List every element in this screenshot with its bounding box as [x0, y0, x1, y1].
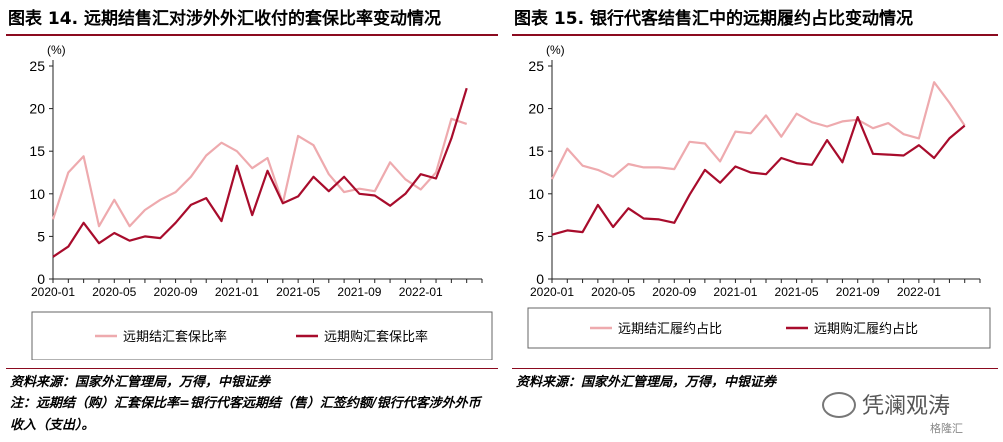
chart-2-y-tick-label: 20 [528, 101, 544, 117]
chart-1-x-tick-label: 2020-01 [31, 285, 75, 299]
chart-1-x-tick-label: 2021-09 [337, 285, 381, 299]
chart-1-y-tick-label: 15 [29, 143, 45, 159]
chart-1-x-tick-label: 2021-01 [215, 285, 259, 299]
watermark-text: 凭澜观涛 [862, 394, 951, 419]
chart-2-x-tick-label: 2021-09 [836, 285, 880, 299]
chart-2-title-rule [512, 34, 998, 36]
chart-2-x-tick-label: 2021-05 [775, 285, 819, 299]
chart-2-legend [527, 307, 991, 349]
chart-1-x-tick-label: 2022-01 [399, 285, 443, 299]
chart-1-title-rule [6, 34, 498, 36]
chart-1-x-tick-label: 2020-05 [92, 285, 136, 299]
chart-2-x-tick-label: 2020-05 [591, 285, 635, 299]
chart-2-x-tick-label: 2021-01 [713, 285, 757, 299]
chart-2-y-tick-label: 25 [528, 58, 544, 74]
watermark-sub: 格隆汇 [930, 422, 963, 435]
chart-1-series-1-line [51, 117, 468, 228]
chart-2-footer-rule [512, 368, 998, 369]
chart-1-source: 资料来源：国家外汇管理局，万得，中银证券 [10, 375, 271, 390]
chart-2-y-tick-label: 15 [528, 143, 544, 159]
chart-2-x-tick-label: 2020-01 [530, 285, 574, 299]
chart-1-legend-label-1: 远期结汇套保比率 [123, 329, 227, 344]
chart-2-x-tick-label: 2020-09 [652, 285, 696, 299]
chart-1-legend [31, 311, 493, 360]
chart-2-y-tick-label: 0 [536, 271, 544, 287]
chart-1-y-unit: (%) [47, 43, 66, 57]
chart-2-x-tick-label: 2022-01 [897, 285, 941, 299]
chart-2: (%) 0 5 10 15 20 25 2020-01 2020-05 2020-09 2021-0… [527, 43, 991, 349]
chart-1-y-tick-label: 10 [29, 186, 45, 202]
chart-1-note: 注：远期结（购）汇套保比率=银行代客远期结（售）汇签约额/银行代客涉外外币收入（… [10, 396, 481, 433]
chart-2-source: 资料来源：国家外汇管理局，万得，中银证券 [516, 375, 777, 390]
chart-2-legend-label-1: 远期结汇履约占比 [618, 321, 722, 336]
chart-2-y-tick-label: 10 [528, 186, 544, 202]
chart-1-series-2-line [52, 87, 468, 258]
chart-1-title: 图表 14. 远期结售汇对涉外外汇收付的套保比率变动情况 [8, 9, 441, 29]
chart-2-series-2-line [551, 115, 966, 236]
chart-1-y-tick-label: 25 [29, 58, 45, 74]
chart-2-y-tick-label: 5 [536, 228, 544, 244]
chart-1-y-tick-label: 20 [29, 101, 45, 117]
wechat-icon [822, 392, 856, 418]
chart-1: (%) 0 5 10 15 20 25 2020-01 2020-05 2020-09 2021-0… [29, 43, 493, 360]
chart-2-series-1-line [551, 81, 966, 180]
chart-1-footer-rule [6, 368, 498, 369]
chart-2-legend-label-2: 远期购汇履约占比 [814, 321, 918, 336]
chart-2-y-unit: (%) [546, 43, 565, 57]
chart-1-y-tick-label: 5 [37, 228, 45, 244]
chart-1-y-tick-label: 0 [37, 271, 45, 287]
chart-1-x-tick-label: 2021-05 [276, 285, 320, 299]
chart-2-title: 图表 15. 银行代客结售汇中的远期履约占比变动情况 [514, 9, 913, 29]
chart-1-x-tick-label: 2020-09 [154, 285, 198, 299]
chart-1-legend-label-2: 远期购汇套保比率 [324, 329, 428, 344]
